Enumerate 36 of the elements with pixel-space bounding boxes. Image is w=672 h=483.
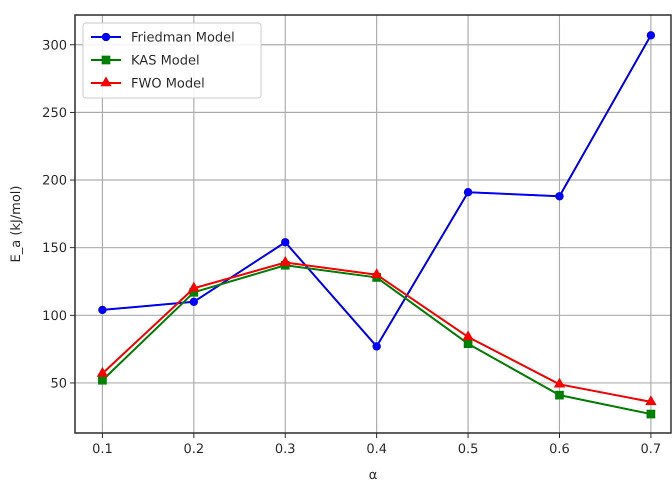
point: [96, 366, 108, 377]
point: [280, 256, 291, 266]
y-tick-label: 200: [42, 174, 67, 189]
point: [645, 395, 657, 406]
legend-label: FWO Model: [131, 76, 205, 92]
x-tick-label: 0.2: [183, 442, 204, 457]
point: [464, 339, 472, 348]
point: [372, 342, 381, 351]
point: [190, 298, 198, 306]
y-tick-label: 250: [42, 106, 67, 121]
x-tick-label: 0.5: [458, 442, 478, 457]
point: [281, 238, 290, 246]
legend-label: KAS Model: [131, 54, 200, 69]
point: [462, 330, 474, 340]
point: [555, 390, 564, 400]
point: [555, 192, 564, 200]
y-tick-label: 50: [50, 376, 67, 392]
point: [554, 378, 566, 388]
x-tick-label: 0.4: [366, 442, 387, 457]
point: [98, 306, 107, 314]
point: [464, 188, 472, 196]
y-tick-label: 300: [42, 38, 67, 54]
x-tick-label: 0.7: [640, 442, 662, 457]
y-tick-label: 100: [42, 308, 67, 324]
x-tick-label: 0.6: [549, 442, 570, 457]
x-axis-title: α: [368, 468, 378, 483]
point: [188, 282, 200, 292]
x-tick-label: 0.3: [274, 442, 296, 457]
point: [98, 376, 107, 385]
legend-label: Friedman Model: [131, 30, 235, 46]
y-axis-title: E_a (kJ/mol): [9, 186, 24, 262]
point: [646, 410, 656, 418]
point: [646, 31, 656, 40]
x-tick-label: 0.1: [92, 442, 113, 457]
point: [371, 268, 382, 278]
y-tick-label: 150: [42, 241, 67, 256]
